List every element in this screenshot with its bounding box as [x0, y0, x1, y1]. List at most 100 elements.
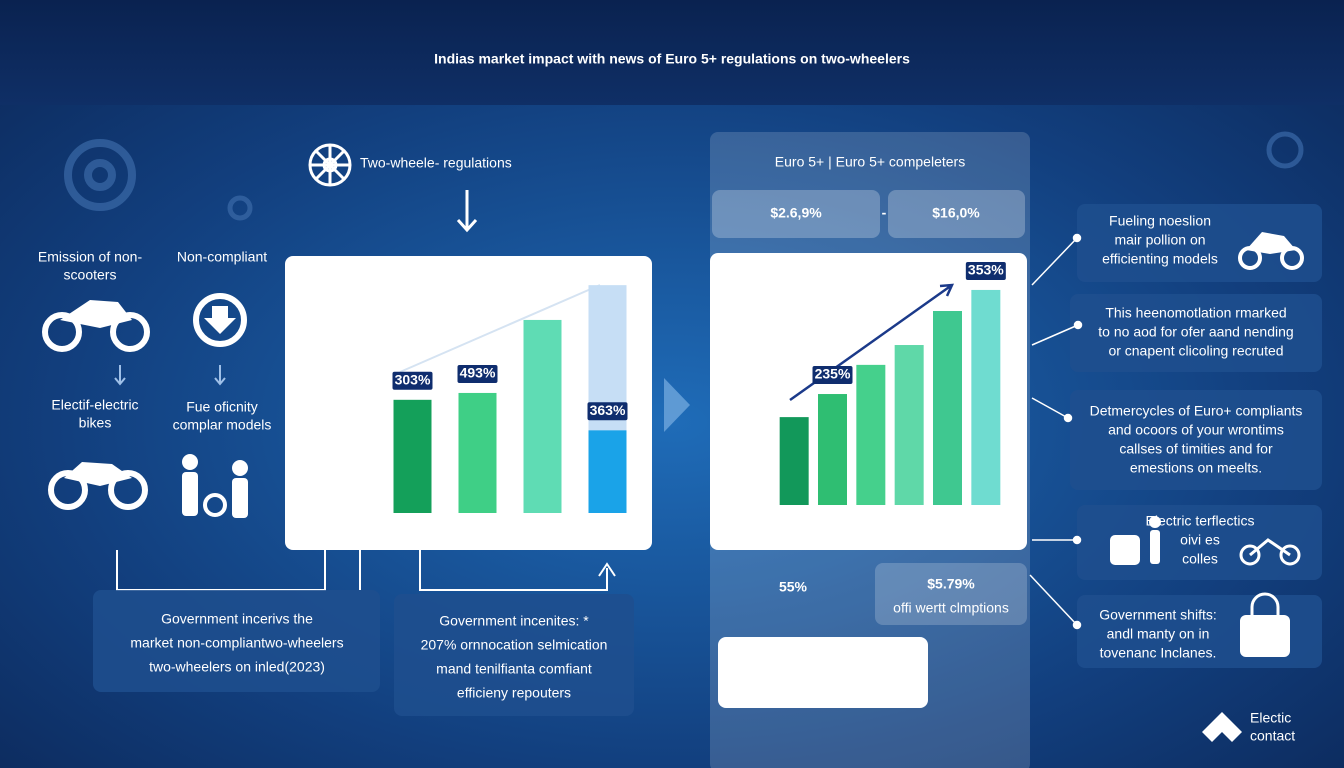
pill	[712, 190, 880, 238]
bar	[818, 394, 847, 505]
callout-text: Government shifts:	[1099, 607, 1217, 623]
left-item: Fue oficnity	[186, 399, 258, 415]
callout-text: emestions on meelts.	[1130, 460, 1262, 476]
annotation: 493%	[460, 365, 496, 381]
callout-text: oivi es	[1180, 532, 1220, 548]
callout-text: Electric terflectics	[1146, 513, 1255, 529]
stat-caption: offi wertt clmptions	[893, 600, 1009, 616]
y-tick-label: 0	[752, 496, 760, 512]
box-text: mand tenilfianta comfiant	[436, 661, 592, 677]
box-text: efficieny repouters	[457, 685, 571, 701]
x-tick-label: 2016	[462, 526, 493, 542]
note-box	[718, 637, 928, 708]
y-tick-label: 170%	[322, 455, 358, 471]
y-tick-label: 0	[350, 504, 358, 520]
callout-text: Fueling noeslion	[1109, 213, 1211, 229]
callout-text: Detmercycles of Euro+ compliants	[1090, 403, 1303, 419]
left-item: scooters	[64, 267, 117, 283]
logo-text: Electic	[1250, 710, 1291, 726]
note-value: 615% outde. . 601%	[758, 680, 888, 696]
callout-icons	[1110, 232, 1304, 657]
info-box	[394, 594, 634, 716]
pill-value: $2.6,9%	[770, 205, 822, 221]
left-item: Electif-electric	[51, 397, 138, 413]
box-text: Government incenites: *	[439, 613, 589, 629]
bar	[971, 289, 1001, 505]
bar	[393, 399, 432, 513]
section-title: Two-wheele- regulations	[360, 155, 512, 171]
note-text: fecements ɔr	[783, 659, 863, 675]
bar	[523, 319, 562, 513]
x-tick-label: 2023	[592, 526, 623, 542]
y-tick-label: 200	[737, 415, 761, 431]
annotation: 303%	[395, 372, 431, 388]
box-text: 207% ornnocation selmication	[421, 637, 608, 653]
y-tick-label: 500	[737, 293, 761, 309]
callout-text: This heenomotlation rmarked	[1105, 305, 1286, 321]
note-text: Ellection baikes	[774, 643, 871, 659]
annotation-bg	[812, 366, 853, 385]
y-tick-label: 5000	[327, 259, 358, 275]
callout-text: tovenanc Inclanes.	[1100, 645, 1217, 661]
stat-box	[875, 563, 1027, 625]
y-tick-label: 300	[737, 374, 761, 390]
chevron	[664, 378, 690, 432]
annotation-bg	[457, 364, 498, 383]
left-item: Emission of non-	[38, 249, 143, 265]
x-tick-label: 2016	[817, 519, 848, 535]
box-text: two-wheelers on inled(2023)	[149, 659, 325, 675]
info-box	[93, 590, 380, 692]
x-tick-label: 2016	[397, 526, 428, 542]
x-tick-label: 2028	[894, 519, 925, 535]
box-text: market non-compliantwo-wheelers	[130, 635, 343, 651]
left-arrows	[114, 365, 226, 386]
box-text: Government incerivs the	[161, 611, 313, 627]
annotation-bg	[965, 261, 1006, 280]
axis-label: Eorvcoote	[303, 359, 319, 422]
y-tick-label: 500	[737, 253, 761, 269]
title: Indias market impact with news of Euro 5…	[434, 51, 910, 67]
left-item: bikes	[79, 415, 112, 431]
callout-text: colles	[1182, 551, 1218, 567]
left-item: complar models	[173, 417, 272, 433]
callout-text: efficienting models	[1102, 251, 1218, 267]
decor-line	[399, 284, 601, 373]
x-tick-label: 2023	[970, 519, 1001, 535]
left-item: Non-compliant	[177, 249, 267, 265]
right-header: Euro 5+ | Euro 5+ compeleters	[775, 154, 965, 170]
callout-text: or cnapent clicoling recruted	[1108, 343, 1283, 359]
x-tick-label: 2023	[527, 526, 558, 542]
bar	[856, 364, 886, 505]
logo-text: contact	[1250, 728, 1295, 744]
annotation-bg	[587, 402, 628, 421]
down-arrow	[456, 190, 478, 233]
callout-text: callses of timities and for	[1119, 441, 1273, 457]
pill-value: $16,0%	[932, 205, 980, 221]
pill	[888, 190, 1025, 238]
bar	[894, 345, 924, 505]
callout-text: to no aod for ofer aand nending	[1098, 324, 1293, 340]
y-tick-label: 300%	[322, 357, 358, 373]
axis-label: Elecrcil	[721, 361, 737, 406]
annotation: 235%	[815, 366, 851, 382]
bar	[588, 430, 627, 513]
callout-text: andl manty on in	[1107, 626, 1210, 642]
bar	[458, 392, 497, 513]
callout-links	[1029, 233, 1083, 630]
callout-text: and ocoors of your wrontims	[1108, 422, 1284, 438]
bar	[933, 311, 962, 505]
y-tick-label: 100	[737, 455, 761, 471]
wheel-icon	[308, 143, 352, 187]
logo-mark	[1202, 712, 1242, 742]
gear-icons	[64, 131, 1304, 221]
header-band	[0, 0, 1344, 105]
annotation-bg	[392, 371, 433, 390]
pill-sep: -	[882, 205, 887, 221]
stat-big: 55%	[779, 579, 808, 595]
stat-value: $5.79%	[927, 576, 975, 592]
y-tick-label: 400	[737, 334, 761, 350]
annotation: 353%	[968, 262, 1004, 278]
y-tick-label: 300	[335, 406, 359, 422]
